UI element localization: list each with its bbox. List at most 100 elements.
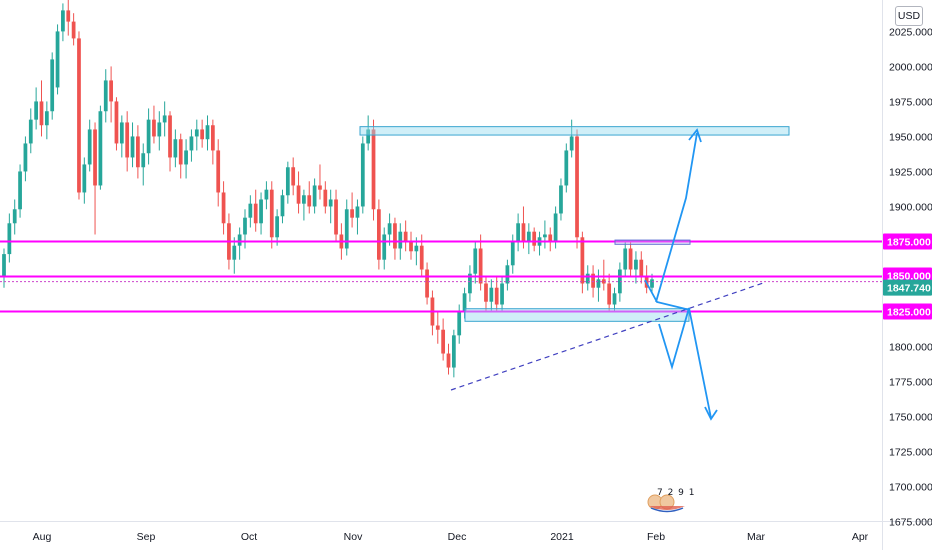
- candle-body[interactable]: [355, 206, 360, 218]
- candle-body[interactable]: [601, 279, 606, 284]
- candle-body[interactable]: [526, 231, 531, 242]
- candle-body[interactable]: [178, 139, 183, 165]
- candle-body[interactable]: [7, 223, 12, 255]
- candle-body[interactable]: [623, 248, 628, 270]
- candle-body[interactable]: [414, 245, 419, 252]
- candle-body[interactable]: [205, 125, 210, 140]
- candle-body[interactable]: [146, 119, 151, 154]
- candle-body[interactable]: [462, 293, 467, 312]
- candle-body[interactable]: [98, 111, 103, 186]
- candle-body[interactable]: [334, 199, 338, 235]
- candle-body[interactable]: [119, 122, 124, 144]
- candle-body[interactable]: [23, 143, 28, 172]
- candle-body[interactable]: [189, 136, 194, 151]
- candle-body[interactable]: [264, 189, 269, 200]
- candle-body[interactable]: [125, 122, 130, 158]
- candle-body[interactable]: [50, 59, 55, 112]
- candle-body[interactable]: [457, 311, 462, 336]
- candle-body[interactable]: [82, 164, 87, 193]
- candle-body[interactable]: [403, 231, 408, 242]
- candle-body[interactable]: [387, 223, 392, 235]
- candle-body[interactable]: [628, 248, 633, 270]
- candle-body[interactable]: [500, 283, 504, 305]
- candle-body[interactable]: [484, 283, 488, 302]
- candle-body[interactable]: [302, 195, 306, 204]
- candle-body[interactable]: [44, 111, 49, 126]
- candle-body[interactable]: [478, 248, 483, 284]
- candle-body[interactable]: [360, 143, 365, 207]
- candle-body[interactable]: [516, 223, 520, 242]
- candle-body[interactable]: [494, 287, 499, 305]
- candle-body[interactable]: [564, 150, 569, 186]
- candle-body[interactable]: [66, 10, 71, 22]
- candle-body[interactable]: [296, 185, 301, 204]
- candle-body[interactable]: [612, 293, 617, 305]
- candle-body[interactable]: [510, 241, 515, 266]
- candle-body[interactable]: [221, 192, 226, 224]
- candle-body[interactable]: [318, 185, 322, 190]
- candle-body[interactable]: [312, 185, 317, 207]
- candle-body[interactable]: [12, 209, 17, 224]
- candle-body[interactable]: [18, 171, 22, 210]
- projection-pivot-path[interactable]: [644, 279, 691, 311]
- candle-body[interactable]: [323, 189, 328, 207]
- candle-body[interactable]: [162, 115, 167, 123]
- candle-body[interactable]: [28, 119, 33, 144]
- candle-body[interactable]: [87, 129, 92, 165]
- candle-body[interactable]: [61, 10, 65, 32]
- candle-body[interactable]: [607, 283, 612, 305]
- candle-body[interactable]: [398, 231, 403, 249]
- candle-body[interactable]: [93, 129, 97, 186]
- candle-body[interactable]: [194, 129, 199, 137]
- candle-body[interactable]: [157, 122, 162, 137]
- candle-body[interactable]: [575, 136, 579, 238]
- candle-body[interactable]: [350, 209, 354, 218]
- candle-body[interactable]: [521, 223, 526, 242]
- candle-body[interactable]: [580, 237, 585, 284]
- range-box[interactable]: [464, 308, 690, 322]
- candle-body[interactable]: [130, 136, 135, 158]
- candle-body[interactable]: [468, 273, 472, 294]
- trend-line[interactable]: [450, 281, 767, 391]
- candle-body[interactable]: [39, 101, 44, 126]
- candle-body[interactable]: [505, 265, 510, 284]
- candle-body[interactable]: [243, 217, 247, 235]
- candle-body[interactable]: [409, 241, 413, 252]
- candle-body[interactable]: [34, 101, 39, 120]
- projection-down-path[interactable]: [658, 307, 712, 419]
- candle-body[interactable]: [543, 234, 547, 238]
- candle-body[interactable]: [2, 254, 6, 277]
- candle-body[interactable]: [103, 80, 108, 112]
- candle-body[interactable]: [585, 273, 590, 284]
- candle-body[interactable]: [446, 353, 451, 368]
- candle-body[interactable]: [634, 259, 638, 270]
- candle-body[interactable]: [275, 216, 279, 238]
- candle-body[interactable]: [216, 150, 221, 193]
- candle-body[interactable]: [596, 279, 601, 288]
- candle-body[interactable]: [152, 119, 156, 137]
- candle-body[interactable]: [473, 248, 478, 274]
- candle-body[interactable]: [366, 129, 371, 144]
- candle-body[interactable]: [548, 234, 553, 242]
- candle-body[interactable]: [617, 269, 622, 294]
- candle-body[interactable]: [114, 101, 119, 144]
- candle-body[interactable]: [71, 21, 76, 39]
- candle-body[interactable]: [77, 38, 81, 193]
- candle-body[interactable]: [210, 125, 215, 151]
- range-box[interactable]: [614, 239, 691, 245]
- candle-body[interactable]: [237, 234, 242, 246]
- candle-body[interactable]: [393, 223, 397, 249]
- candle-body[interactable]: [419, 245, 424, 270]
- candle-body[interactable]: [441, 329, 446, 354]
- candle-body[interactable]: [344, 209, 349, 249]
- candle-body[interactable]: [55, 31, 60, 88]
- candle-body[interactable]: [280, 195, 285, 217]
- candle-body[interactable]: [109, 80, 113, 102]
- candle-body[interactable]: [435, 325, 440, 330]
- candle-body[interactable]: [559, 185, 563, 214]
- candle-body[interactable]: [639, 259, 644, 277]
- projection-up-path[interactable]: [655, 132, 698, 303]
- candle-body[interactable]: [569, 136, 574, 151]
- candle-body[interactable]: [141, 153, 146, 168]
